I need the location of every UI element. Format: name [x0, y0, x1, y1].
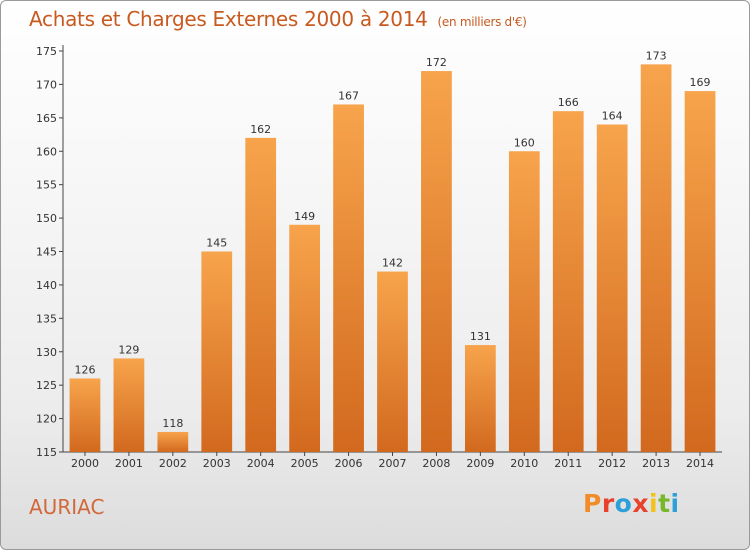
y-tick-label: 115 [36, 446, 57, 459]
data-label-2003: 145 [206, 237, 227, 250]
chart-subtitle: (en milliers d'€) [437, 15, 527, 29]
logo-letter: r [601, 489, 615, 518]
data-label-2006: 167 [338, 89, 359, 102]
logo-letter: i [649, 489, 659, 518]
bar-2009 [464, 345, 496, 452]
data-label-2001: 129 [118, 343, 139, 356]
data-label-2008: 172 [426, 56, 447, 69]
x-tick-label-2008: 2008 [422, 457, 450, 470]
data-label-2005: 149 [294, 210, 315, 223]
x-tick-label-2002: 2002 [159, 457, 187, 470]
data-label-2011: 166 [558, 96, 579, 109]
logo-letter: P [583, 489, 602, 518]
x-tick-label-2011: 2011 [554, 457, 582, 470]
y-tick-label: 160 [36, 145, 57, 158]
data-label-2009: 131 [470, 330, 491, 343]
x-tick-label-2006: 2006 [335, 457, 363, 470]
x-tick-label-2001: 2001 [115, 457, 143, 470]
data-label-2014: 169 [690, 76, 711, 89]
logo-letter: i [670, 489, 680, 518]
x-tick-label-2012: 2012 [598, 457, 626, 470]
bar-2010 [508, 151, 540, 452]
y-tick-label: 175 [36, 45, 57, 58]
bar-2006 [333, 104, 364, 452]
data-label-2007: 142 [382, 257, 403, 270]
data-label-2000: 126 [74, 363, 95, 376]
bar-2004 [245, 137, 277, 452]
chart-title-line: Achats et Charges Externes 2000 à 2014 (e… [29, 7, 527, 31]
x-tick-label-2003: 2003 [203, 457, 231, 470]
logo-letter: x [632, 489, 649, 518]
data-label-2013: 173 [646, 49, 667, 62]
x-tick-label-2010: 2010 [510, 457, 538, 470]
bar-2002 [157, 431, 189, 452]
y-tick-label: 145 [36, 246, 57, 259]
x-tick-label-2013: 2013 [642, 457, 670, 470]
bar-2000 [69, 378, 101, 452]
bar-2012 [596, 124, 628, 453]
bar-2003 [201, 251, 233, 452]
bar-2007 [377, 271, 408, 452]
logo-letter: t [658, 489, 671, 518]
commune-name: AURIAC [29, 495, 105, 519]
x-tick-label-2000: 2000 [71, 457, 99, 470]
proxiti-logo: Proxiti [583, 489, 680, 518]
y-tick-label: 165 [36, 112, 57, 125]
y-tick-label: 120 [36, 413, 57, 426]
x-tick-label-2014: 2014 [686, 457, 714, 470]
data-label-2004: 162 [250, 123, 271, 136]
data-label-2012: 164 [602, 110, 623, 123]
y-tick-label: 125 [36, 379, 57, 392]
x-tick-label-2004: 2004 [247, 457, 275, 470]
bar-2005 [289, 224, 321, 452]
bar-2008 [421, 71, 452, 453]
x-tick-label-2005: 2005 [291, 457, 319, 470]
bar-2011 [552, 111, 584, 453]
x-tick-label-2009: 2009 [466, 457, 494, 470]
y-tick-label: 155 [36, 179, 57, 192]
y-tick-label: 140 [36, 279, 57, 292]
y-tick-label: 130 [36, 346, 57, 359]
data-label-2010: 160 [514, 136, 535, 149]
data-label-2002: 118 [162, 417, 183, 430]
logo-letter: o [614, 489, 633, 518]
bar-2013 [640, 64, 672, 452]
bar-2014 [684, 91, 716, 452]
y-tick-label: 135 [36, 312, 57, 325]
y-tick-label: 170 [36, 78, 57, 91]
x-tick-label-2007: 2007 [379, 457, 407, 470]
bar-2001 [113, 358, 145, 452]
y-tick-label: 150 [36, 212, 57, 225]
chart-title: Achats et Charges Externes 2000 à 2014 [29, 7, 428, 31]
